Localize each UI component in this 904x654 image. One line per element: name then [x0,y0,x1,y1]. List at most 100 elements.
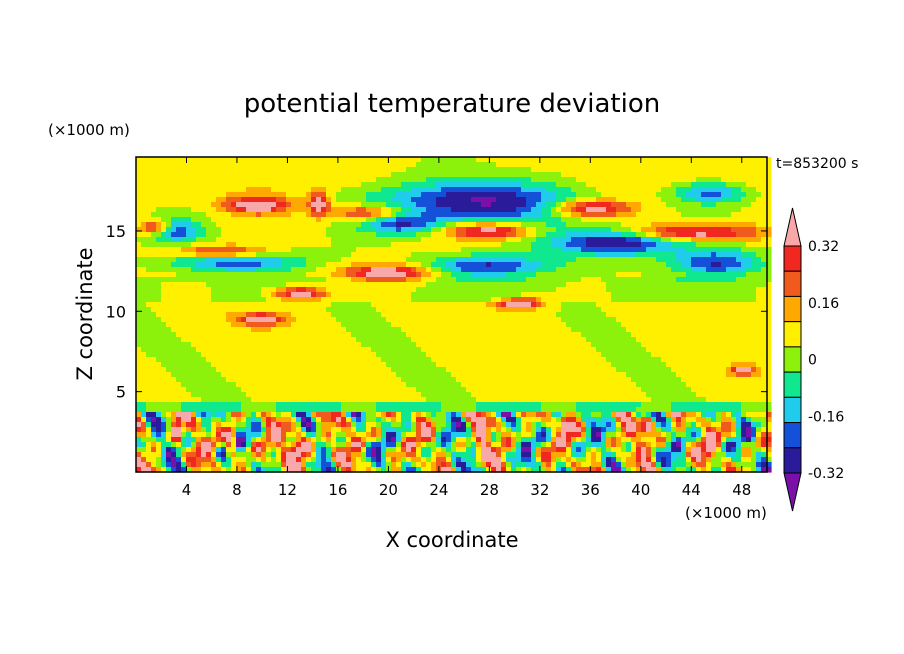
field-cell [291,157,297,163]
field-cell [661,207,667,213]
field-cell [431,222,437,228]
field-cell [496,197,502,203]
field-cell [361,267,367,273]
field-cell [511,317,517,323]
field-cell [251,212,257,218]
field-cell [676,237,682,243]
field-cell [211,267,217,273]
field-cell [331,332,337,338]
field-cell [666,227,672,233]
field-cell [656,177,662,183]
field-cell [651,327,657,333]
field-cell [636,187,642,193]
field-cell [711,227,717,233]
field-cell [141,162,147,168]
field-cell [406,232,412,238]
field-cell [506,257,512,263]
field-cell [301,267,307,273]
field-cell [256,287,262,293]
field-cell [311,222,317,228]
field-cell [296,232,302,238]
field-cell [556,347,562,353]
field-cell [421,312,427,318]
field-cell [756,312,762,318]
field-cell [431,162,437,168]
field-cell [446,277,452,283]
field-cell [576,177,582,183]
field-cell [146,267,152,273]
field-cell [181,352,187,358]
field-cell [276,282,282,288]
field-cell [326,262,332,268]
field-cell [646,257,652,263]
field-cell [716,217,722,223]
field-cell [411,262,417,268]
field-cell [516,167,522,173]
field-cell [246,322,252,328]
field-cell [496,227,502,233]
field-cell [481,347,487,353]
field-cell [761,262,767,268]
field-cell [681,287,687,293]
field-cell [441,227,447,233]
field-cell [701,212,707,218]
field-cell [496,277,502,283]
field-cell [261,297,267,303]
field-cell [711,177,717,183]
field-cell [491,222,497,228]
field-cell [256,172,262,178]
field-cell [546,202,552,208]
field-cell [361,332,367,338]
field-cell [511,207,517,213]
field-cell [376,292,382,298]
field-cell [691,207,697,213]
field-cell [181,317,187,323]
field-cell [581,172,587,178]
field-cell [651,212,657,218]
field-cell [476,227,482,233]
field-cell [166,282,172,288]
field-cell [731,187,737,193]
field-cell [646,167,652,173]
field-cell [656,212,662,218]
field-cell [321,267,327,273]
field-cell [506,292,512,298]
field-cell [436,257,442,263]
field-cell [576,322,582,328]
field-cell [511,267,517,273]
field-cell [216,157,222,163]
contour-field [136,157,772,473]
field-cell [611,162,617,168]
field-cell [531,187,537,193]
field-cell [666,252,672,258]
field-cell [636,317,642,323]
field-cell [546,227,552,233]
field-cell [321,317,327,323]
field-cell [266,162,272,168]
field-cell [296,247,302,253]
field-cell [386,167,392,173]
field-cell [201,277,207,283]
field-cell [586,262,592,268]
field-cell [231,192,237,198]
field-cell [526,172,532,178]
field-cell [231,312,237,318]
field-cell [226,202,232,208]
field-cell [596,197,602,203]
field-cell [716,202,722,208]
field-cell [571,192,577,198]
field-cell [426,257,432,263]
field-cell [251,177,257,183]
field-cell [506,192,512,198]
field-cell [571,322,577,328]
field-cell [591,182,597,188]
field-cell [436,262,442,268]
field-cell [696,267,702,273]
field-cell [281,162,287,168]
field-cell [746,282,752,288]
field-cell [706,157,712,163]
field-cell [616,322,622,328]
field-cell [211,222,217,228]
field-cell [211,252,217,258]
field-cell [646,177,652,183]
